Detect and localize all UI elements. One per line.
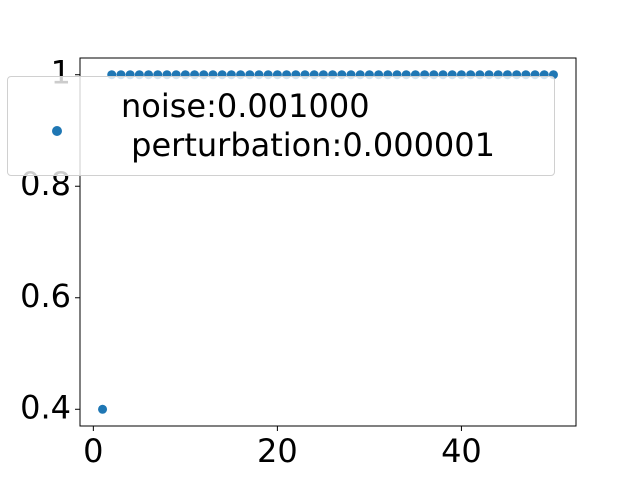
legend-label: noise:0.001000 perturbation:0.000001 [121, 87, 495, 164]
x-tick-label: 20 [257, 432, 298, 470]
x-tick-label: 0 [83, 432, 103, 470]
y-tick-label: 0.4 [20, 388, 71, 426]
y-tick-label: 0.6 [20, 277, 71, 315]
x-tick-label: 40 [441, 432, 482, 470]
plot-frame [79, 57, 577, 427]
legend-marker [52, 126, 62, 136]
point [98, 404, 108, 414]
legend: noise:0.001000 perturbation:0.000001 [7, 76, 555, 176]
